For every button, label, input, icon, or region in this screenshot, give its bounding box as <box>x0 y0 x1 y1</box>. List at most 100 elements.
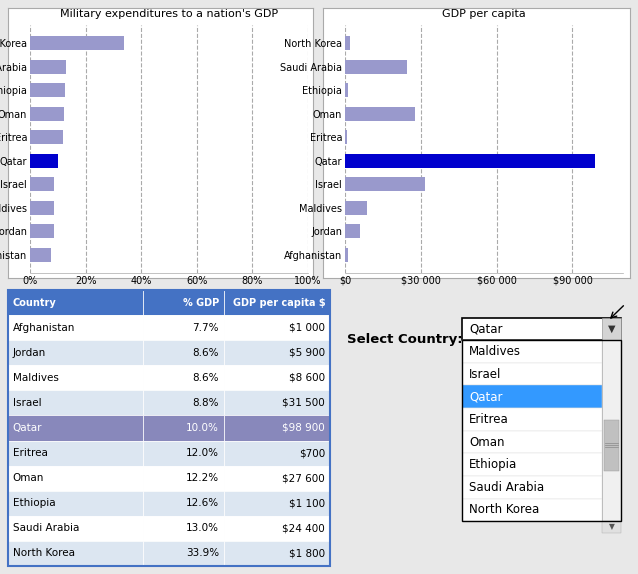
Bar <box>345 201 367 215</box>
Title: GDP per capita: GDP per capita <box>442 9 526 19</box>
Text: GDP per capita $: GDP per capita $ <box>232 297 325 308</box>
Bar <box>8 541 144 566</box>
Bar <box>30 60 66 74</box>
Bar <box>30 36 124 51</box>
Bar <box>602 521 621 533</box>
Text: $27 600: $27 600 <box>283 473 325 483</box>
Bar <box>8 416 144 441</box>
Text: $98 900: $98 900 <box>283 423 325 433</box>
Bar <box>144 491 224 516</box>
Text: $8 600: $8 600 <box>289 373 325 383</box>
Bar <box>30 130 63 144</box>
Text: 12.2%: 12.2% <box>186 473 219 483</box>
Text: 8.8%: 8.8% <box>193 398 219 408</box>
Bar <box>345 36 350 51</box>
Text: $31 500: $31 500 <box>283 398 325 408</box>
Bar <box>345 224 360 238</box>
Text: Oman: Oman <box>13 473 44 483</box>
Bar <box>462 476 602 499</box>
Bar <box>8 466 144 491</box>
Bar <box>462 408 602 430</box>
Bar <box>224 441 330 466</box>
Bar <box>8 340 144 365</box>
Text: North Korea: North Korea <box>469 503 540 517</box>
Bar <box>144 466 224 491</box>
Bar <box>30 177 54 191</box>
Bar <box>224 290 330 315</box>
Text: 8.6%: 8.6% <box>193 348 219 358</box>
Text: Jordan: Jordan <box>13 348 46 358</box>
Bar <box>30 154 58 168</box>
Bar <box>462 340 621 521</box>
Bar <box>144 340 224 365</box>
Text: Qatar: Qatar <box>469 390 503 404</box>
Text: % GDP: % GDP <box>182 297 219 308</box>
Bar <box>30 107 64 121</box>
Bar <box>345 154 595 168</box>
Bar <box>224 416 330 441</box>
Text: $5 900: $5 900 <box>289 348 325 358</box>
Bar <box>30 224 54 238</box>
Text: $1 100: $1 100 <box>289 498 325 508</box>
Bar <box>8 441 144 466</box>
Bar <box>144 365 224 390</box>
Text: ▼: ▼ <box>608 324 615 334</box>
Bar <box>144 290 224 315</box>
Text: $700: $700 <box>299 448 325 458</box>
Text: $1 800: $1 800 <box>289 548 325 559</box>
Text: Israel: Israel <box>469 368 501 381</box>
Bar <box>8 365 144 390</box>
Bar <box>345 107 415 121</box>
Bar <box>30 247 52 262</box>
Bar <box>144 541 224 566</box>
Bar <box>144 390 224 416</box>
Bar <box>144 516 224 541</box>
Bar <box>345 60 406 74</box>
Text: North Korea: North Korea <box>13 548 75 559</box>
Bar <box>30 201 54 215</box>
Bar <box>224 390 330 416</box>
Text: Oman: Oman <box>469 436 505 448</box>
Bar <box>8 390 144 416</box>
Text: Country: Country <box>13 297 57 308</box>
Bar <box>8 516 144 541</box>
Bar <box>224 340 330 365</box>
Text: Maldives: Maldives <box>469 345 521 358</box>
Text: 33.9%: 33.9% <box>186 548 219 559</box>
Text: ▼: ▼ <box>609 522 614 532</box>
Bar <box>462 430 602 453</box>
Text: Eritrea: Eritrea <box>469 413 509 426</box>
Bar <box>462 363 602 386</box>
Bar <box>8 315 144 340</box>
Bar <box>8 290 144 315</box>
Bar <box>462 317 621 340</box>
Bar <box>345 83 348 98</box>
Bar <box>224 466 330 491</box>
Text: $1 000: $1 000 <box>289 323 325 333</box>
Bar <box>144 441 224 466</box>
Bar <box>224 315 330 340</box>
Text: Qatar: Qatar <box>13 423 42 433</box>
Bar <box>224 365 330 390</box>
Bar <box>30 83 65 98</box>
Text: Select Country:: Select Country: <box>347 333 463 346</box>
Bar <box>8 491 144 516</box>
Text: 10.0%: 10.0% <box>186 423 219 433</box>
Bar <box>602 317 621 340</box>
Text: Ethiopia: Ethiopia <box>13 498 56 508</box>
Text: $24 400: $24 400 <box>283 523 325 533</box>
Text: Israel: Israel <box>13 398 41 408</box>
Bar <box>224 491 330 516</box>
Text: 13.0%: 13.0% <box>186 523 219 533</box>
Text: Qatar: Qatar <box>469 323 503 335</box>
Text: 7.7%: 7.7% <box>193 323 219 333</box>
Bar <box>602 340 621 521</box>
Bar <box>345 177 425 191</box>
Text: Afghanistan: Afghanistan <box>13 323 75 333</box>
Bar <box>462 499 602 521</box>
Bar <box>345 247 348 262</box>
Text: Maldives: Maldives <box>13 373 59 383</box>
Bar <box>144 416 224 441</box>
Text: Eritrea: Eritrea <box>13 448 48 458</box>
Bar <box>462 386 602 408</box>
